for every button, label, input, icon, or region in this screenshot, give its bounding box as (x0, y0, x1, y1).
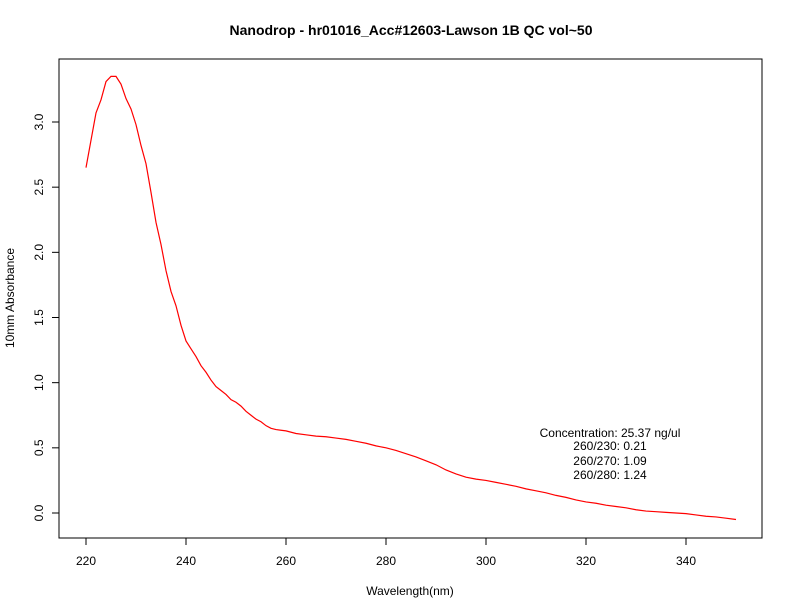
y-tick-label: 1.0 (32, 374, 46, 391)
y-axis-label: 10mm Absorbance (3, 248, 17, 348)
annotation-ratio-260-230: 260/230: 0.21 (573, 439, 647, 453)
x-tick-label: 320 (576, 554, 596, 568)
x-tick-label: 260 (276, 554, 296, 568)
x-tick-label: 220 (76, 554, 96, 568)
y-tick-label: 2.0 (32, 244, 46, 261)
annotation-ratio-260-280: 260/280: 1.24 (573, 468, 647, 482)
chart-title: Nanodrop - hr01016_Acc#12603-Lawson 1B Q… (230, 22, 593, 38)
annotation-ratio-260-270: 260/270: 1.09 (573, 454, 647, 468)
annotation-block: Concentration: 25.37 ng/ul 260/230: 0.21… (540, 426, 681, 482)
x-axis-label: Wavelength(nm) (366, 584, 454, 598)
absorbance-line (85, 75, 737, 521)
x-tick-label: 280 (376, 554, 396, 568)
x-tick-label: 240 (176, 554, 196, 568)
y-tick-label: 3.0 (32, 113, 46, 130)
x-tick-label: 340 (676, 554, 696, 568)
x-tick-label: 300 (476, 554, 496, 568)
plot-frame (58, 58, 763, 539)
annotation-concentration: Concentration: 25.37 ng/ul (540, 426, 681, 440)
y-tick-label: 0.0 (32, 504, 46, 521)
y-axis: 0.0 0.5 1.0 1.5 2.0 2.5 3.0 (32, 113, 60, 521)
y-tick-label: 2.5 (32, 179, 46, 196)
y-tick-label: 0.5 (32, 439, 46, 456)
x-axis: 220 240 260 280 300 320 340 (76, 537, 696, 568)
y-tick-label: 1.5 (32, 309, 46, 326)
